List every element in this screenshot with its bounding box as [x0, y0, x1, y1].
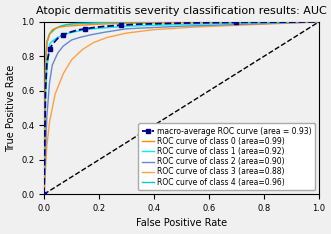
- X-axis label: False Positive Rate: False Positive Rate: [136, 219, 227, 228]
- Y-axis label: True Positive Rate: True Positive Rate: [6, 64, 16, 152]
- Title: Atopic dermatitis severity classification results: AUC: Atopic dermatitis severity classificatio…: [36, 6, 327, 15]
- Legend: macro-average ROC curve (area = 0.93), ROC curve of class 0 (area=0.99), ROC cur: macro-average ROC curve (area = 0.93), R…: [138, 123, 315, 190]
